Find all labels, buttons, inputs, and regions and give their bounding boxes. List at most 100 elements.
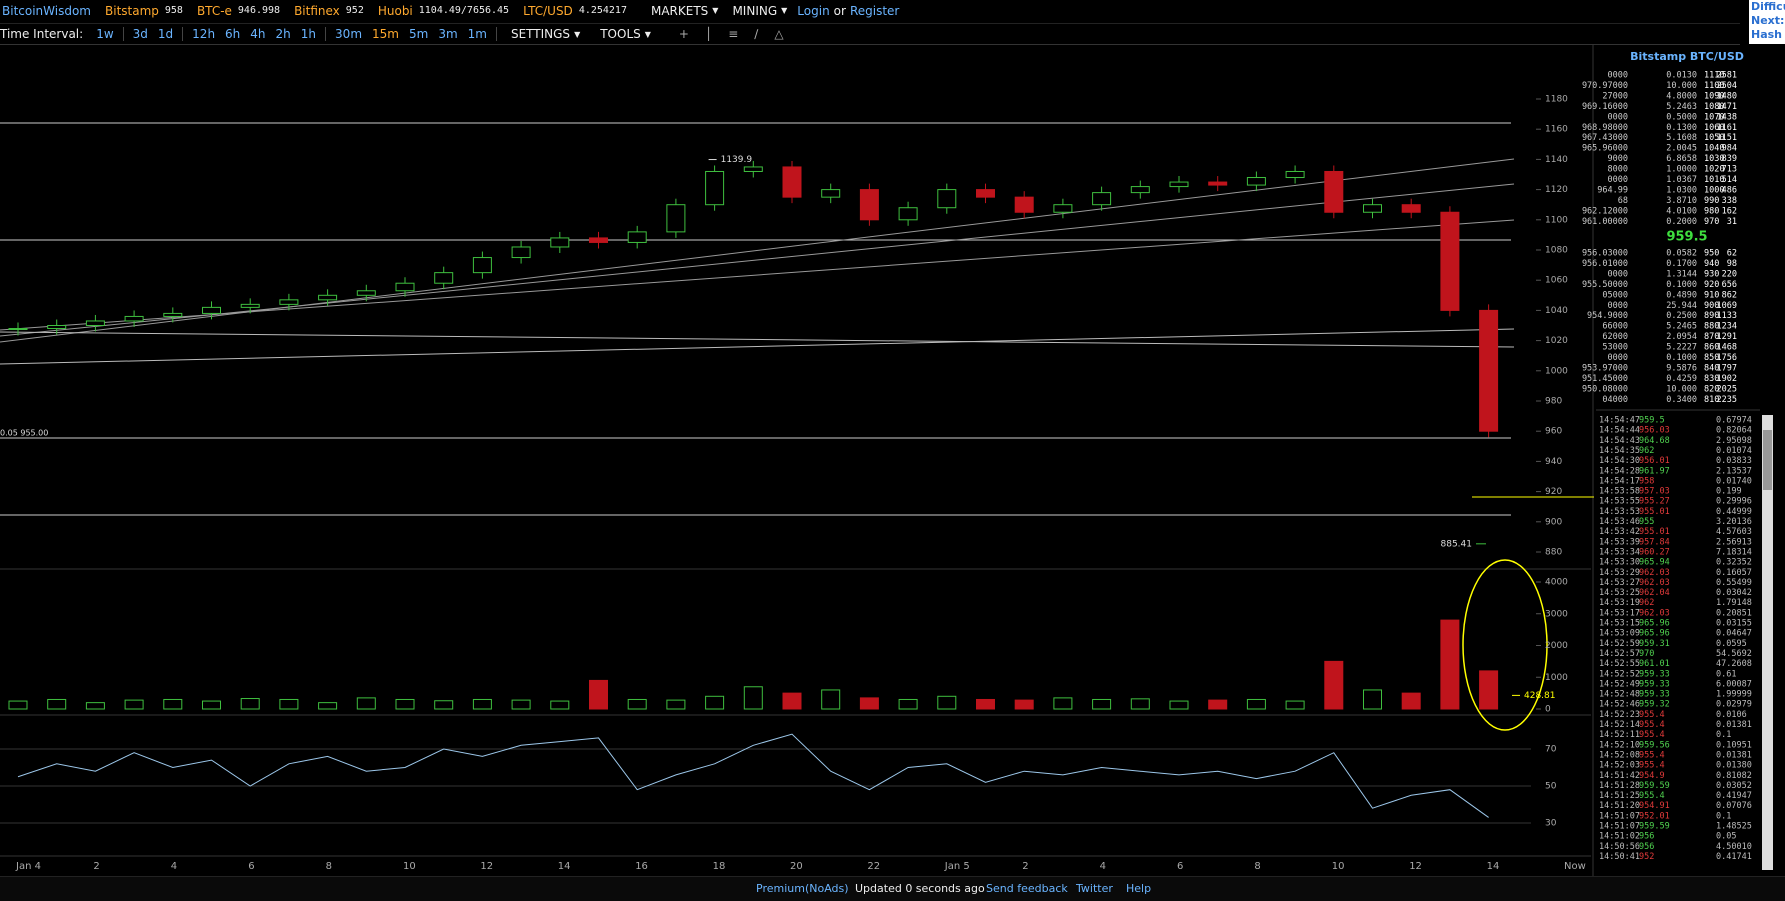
price-tick-label: 880: [1545, 548, 1562, 558]
footer-link[interactable]: Send feedback: [986, 882, 1068, 895]
volume-bar: [202, 700, 221, 710]
trade-time: 14:52:52: [1599, 669, 1640, 679]
candle: [666, 204, 686, 233]
volume-bar: [898, 698, 918, 710]
brand[interactable]: BitcoinWisdom: [2, 3, 91, 18]
book-price: 27000: [1602, 91, 1628, 101]
settings-menu[interactable]: SETTINGS: [510, 27, 571, 41]
trade-price: 959.56: [1639, 740, 1670, 750]
draw-tool[interactable]: ≡: [728, 27, 739, 41]
book-amount: 0.1300: [1666, 123, 1697, 133]
trade-amount: 0.02979: [1716, 700, 1752, 710]
scrollbar[interactable]: [1762, 415, 1773, 870]
trade-price: 961.01: [1639, 659, 1670, 669]
low-label: 885.41: [1441, 539, 1473, 549]
volume-bar: [589, 679, 608, 710]
trade-price: 962.03: [1639, 568, 1670, 578]
volume-bar: [743, 686, 763, 710]
trade-price: 955.01: [1639, 527, 1670, 537]
trade-amount: 54.5692: [1716, 649, 1752, 659]
trade-time: 14:51:28: [1599, 781, 1640, 791]
side-label: Hash R: [1751, 28, 1783, 44]
rsi-line: [17, 733, 1489, 818]
interval-button[interactable]: 1h: [300, 27, 317, 41]
candle: [163, 312, 183, 317]
book-total: 1480: [1717, 91, 1737, 101]
time-label: 18: [713, 861, 726, 872]
ticker-name[interactable]: Huobi: [377, 3, 413, 18]
time-label: 12: [1409, 861, 1422, 872]
interval-button[interactable]: 4h: [250, 27, 266, 41]
trade-price: 955.27: [1639, 497, 1670, 507]
trade-price: 959.33: [1639, 679, 1670, 689]
menu[interactable]: MARKETS: [650, 3, 709, 18]
draw-tool[interactable]: │: [704, 27, 713, 41]
book-amount: 5.2227: [1666, 343, 1697, 353]
footer-link[interactable]: Help: [1126, 882, 1152, 895]
interval-button[interactable]: 12h: [192, 27, 216, 41]
trade-amount: 0.01381: [1716, 750, 1752, 760]
draw-tool[interactable]: ∕: [754, 27, 759, 41]
interval-button[interactable]: 6h: [225, 27, 241, 41]
book-level: 850: [1704, 353, 1719, 363]
draw-tool[interactable]: △: [774, 27, 784, 41]
time-label: 14: [1487, 861, 1500, 872]
ticker-name[interactable]: Bitfinex: [294, 3, 340, 18]
trade-amount: 0.81082: [1716, 771, 1752, 781]
trade-price: 961.97: [1639, 466, 1670, 476]
ticker-name[interactable]: BTC-e: [196, 3, 232, 18]
interval-button[interactable]: 15m: [372, 27, 399, 41]
book-amount: 5.2465: [1666, 322, 1697, 332]
interval-button[interactable]: 30m: [335, 27, 363, 41]
interval-button[interactable]: 2h: [275, 27, 291, 41]
trade-time: 14:53:58: [1599, 487, 1640, 497]
interval-button[interactable]: 3d: [132, 27, 148, 41]
trade-amount: 7.18314: [1716, 547, 1752, 557]
side-label: Next:: [1751, 14, 1785, 27]
trade-time: 14:53:42: [1599, 527, 1640, 537]
menu[interactable]: MINING: [732, 3, 778, 18]
ticker-name[interactable]: Bitstamp: [105, 3, 159, 18]
book-amount: 25.944: [1666, 301, 1697, 311]
login-link[interactable]: Login: [797, 3, 830, 18]
top-nav: BitcoinWisdom Bitstamp 958 BTC-e 946.998 Bitf…: [0, 0, 1740, 21]
book-amount: 0.1000: [1666, 353, 1697, 363]
book-amount: 0.1000: [1666, 280, 1697, 290]
book-amount: 10.000: [1666, 81, 1697, 91]
interval-button[interactable]: 3m: [438, 27, 458, 41]
tools-menu[interactable]: TOOLS: [600, 27, 641, 41]
footer-link[interactable]: Premium(NoAds): [756, 882, 849, 895]
trade-amount: 0.20851: [1716, 608, 1752, 618]
ticker-price: 1104.49/7656.45: [418, 5, 510, 16]
candle: [1169, 181, 1189, 188]
candle: [589, 237, 608, 243]
trend-line: [0, 328, 1515, 365]
book-amount: 2.0954: [1666, 332, 1697, 342]
trade-time: 14:54:35: [1599, 446, 1640, 456]
trade-time: 14:54:17: [1599, 476, 1640, 486]
volume-bar: [434, 700, 454, 710]
book-amount: 1.0000: [1666, 165, 1697, 175]
trade-time: 14:51:25: [1599, 791, 1640, 801]
footer-link[interactable]: Twitter: [1076, 882, 1113, 895]
volume-tick-label: 2000: [1545, 641, 1568, 651]
trade-time: 14:52:48: [1599, 690, 1640, 700]
interval-button[interactable]: 5m: [408, 27, 429, 41]
interval-button[interactable]: 1d: [157, 27, 174, 41]
interval-button[interactable]: 1w: [96, 27, 114, 41]
volume-bar: [627, 698, 647, 710]
book-price: 68: [1618, 196, 1628, 206]
trade-amount: 0.41947: [1716, 791, 1752, 801]
chart: 1180116011401120110010801060104010201000…: [0, 44, 1773, 876]
register-link[interactable]: Register: [849, 3, 900, 18]
trade-time: 14:53:39: [1599, 537, 1640, 547]
ticker-name[interactable]: LTC/USD: [523, 3, 573, 18]
scroll-thumb[interactable]: [1763, 430, 1772, 490]
trade-amount: 3.20136: [1716, 517, 1752, 527]
or-text: or: [833, 3, 846, 18]
trade-amount: 0.0106: [1716, 710, 1747, 720]
interval-button[interactable]: 1m: [467, 27, 487, 41]
draw-tool[interactable]: +: [678, 27, 689, 41]
book-title: Bitstamp BTC/USD: [1630, 50, 1744, 63]
price-tick-label: 1060: [1545, 276, 1568, 286]
